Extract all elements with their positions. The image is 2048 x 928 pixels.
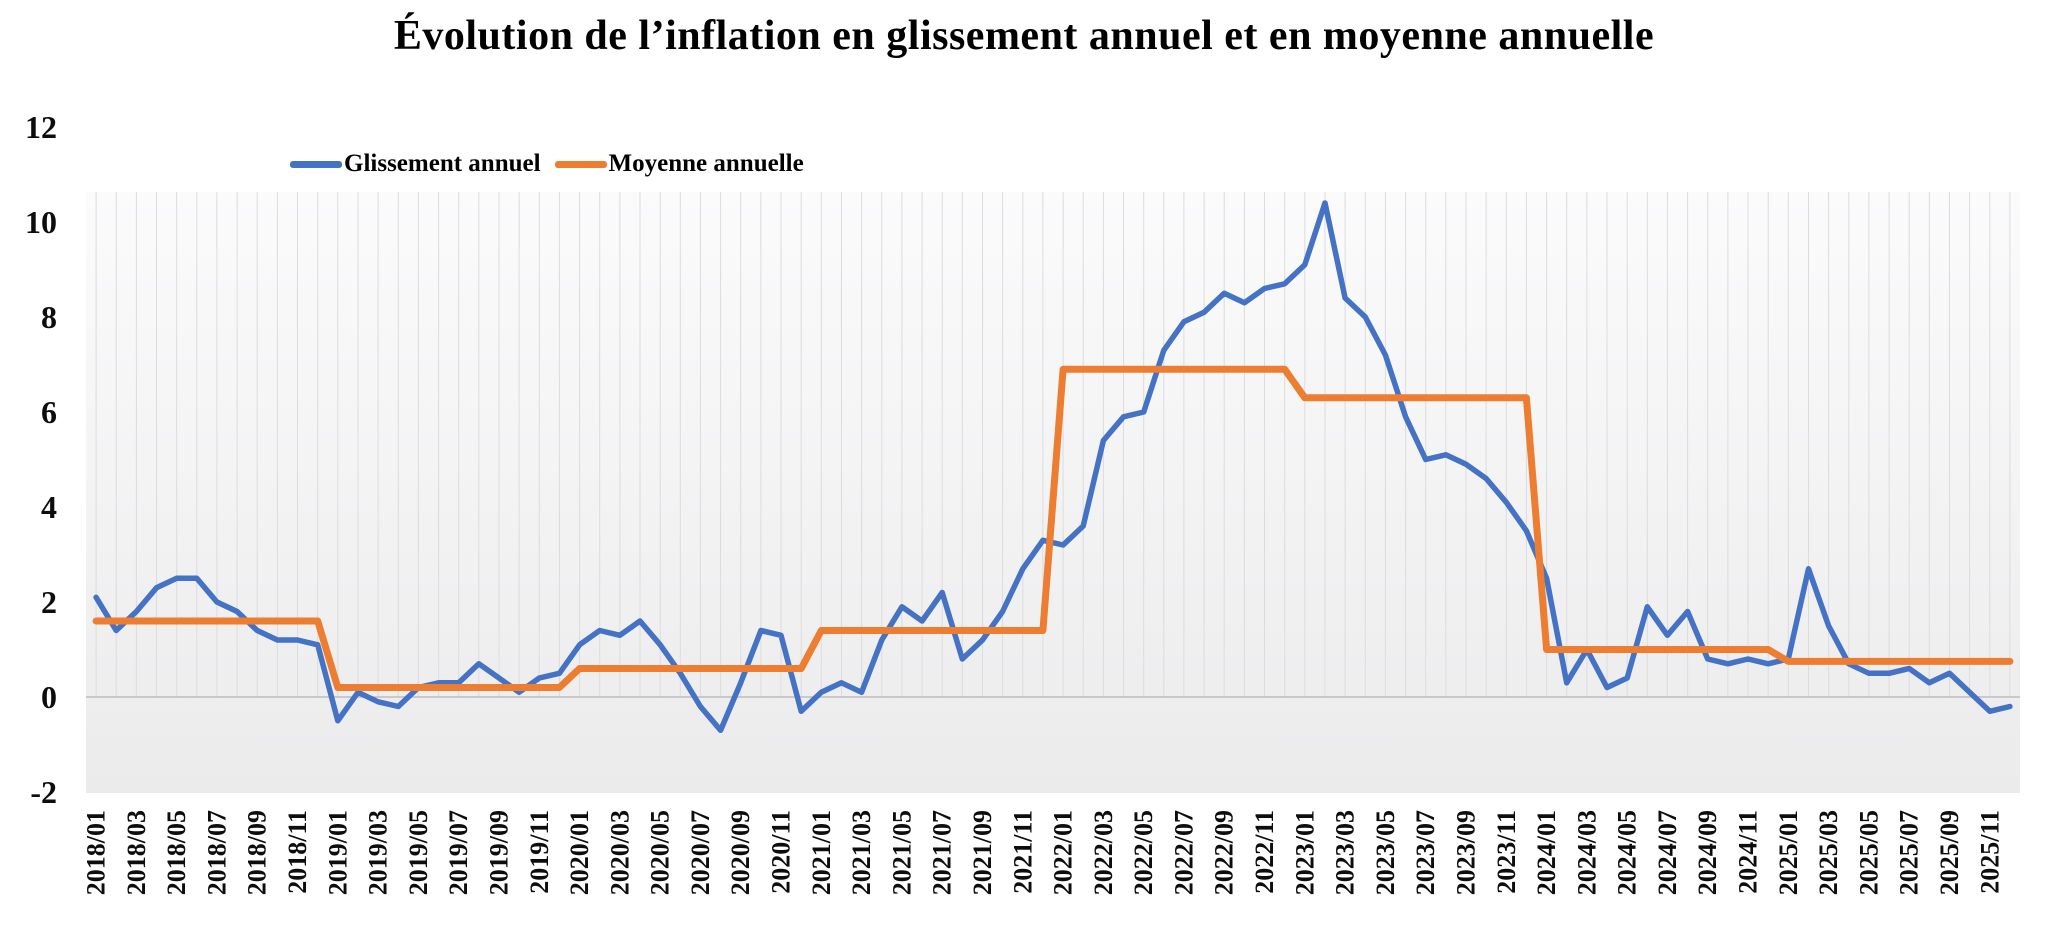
x-tick-label: 2019/11 (525, 810, 554, 894)
legend-item-moyenne-annuelle: Moyenne annuelle (554, 150, 804, 178)
x-tick-label: 2023/09 (1452, 810, 1481, 895)
y-tick-label: -2 (30, 774, 57, 810)
y-tick-label: 2 (41, 584, 57, 620)
moyenne-annuelle-line (92, 365, 2014, 691)
x-tick-label: 2023/11 (1492, 810, 1521, 894)
vertical-gridlines (95, 192, 2011, 697)
x-tick-label: 2023/05 (1371, 810, 1400, 895)
x-tick-label: 2021/03 (847, 810, 876, 895)
x-tick-label: 2024/11 (1734, 810, 1763, 894)
x-tick-label: 2020/11 (767, 810, 796, 894)
x-tick-label: 2025/07 (1895, 810, 1924, 895)
y-tick-label: 12 (25, 109, 57, 145)
y-tick-label: 0 (41, 679, 57, 715)
x-tick-label: 2025/09 (1935, 810, 1964, 895)
x-tick-label: 2024/03 (1572, 810, 1601, 895)
y-axis-labels: -2 0 2 4 6 8 10 12 (25, 109, 57, 810)
x-tick-label: 2025/11 (1975, 810, 2004, 894)
x-tick-label: 2018/01 (82, 810, 111, 895)
x-tick-label: 2021/11 (1008, 810, 1037, 894)
x-tick-label: 2022/01 (1049, 810, 1078, 895)
x-tick-label: 2024/01 (1532, 810, 1561, 895)
x-tick-label: 2019/09 (485, 810, 514, 895)
x-tick-label: 2018/11 (283, 810, 312, 894)
legend: Glissement annuel Moyenne annuelle (290, 150, 804, 178)
legend-line-swatch-orange-icon (554, 160, 607, 168)
x-tick-label: 2021/01 (807, 810, 836, 895)
x-tick-label: 2018/09 (243, 810, 272, 895)
legend-label-glissement-annuel: Glissement annuel (344, 150, 541, 177)
x-axis-labels: 2018/01 2018/03 2018/05 2018/07 2018/09 2018/… (82, 810, 2005, 895)
legend-line-swatch-blue-icon (290, 160, 342, 168)
x-tick-label: 2022/03 (1089, 810, 1118, 895)
x-tick-label: 2020/03 (605, 810, 634, 895)
x-tick-label: 2024/09 (1693, 810, 1722, 895)
x-tick-label: 2025/03 (1814, 810, 1843, 895)
x-tick-label: 2022/05 (1129, 810, 1158, 895)
x-tick-label: 2020/09 (726, 810, 755, 895)
x-tick-label: 2023/01 (1290, 810, 1319, 895)
x-tick-label: 2019/07 (444, 810, 473, 895)
x-tick-label: 2024/07 (1653, 810, 1682, 895)
x-tick-label: 2023/07 (1411, 810, 1440, 895)
legend-label-moyenne-annuelle: Moyenne annuelle (608, 150, 804, 177)
x-tick-label: 2023/03 (1331, 810, 1360, 895)
x-tick-label: 2020/07 (686, 810, 715, 895)
chart-title: Évolution de l’inflation en glissement a… (393, 13, 1655, 59)
x-tick-label: 2021/05 (887, 810, 916, 895)
x-tick-label: 2025/05 (1854, 810, 1883, 895)
y-tick-label: 10 (25, 204, 57, 240)
x-tick-label: 2019/05 (404, 810, 433, 895)
x-tick-label: 2024/05 (1613, 810, 1642, 895)
x-tick-label: 2019/01 (323, 810, 352, 895)
x-tick-label: 2018/07 (202, 810, 231, 895)
x-tick-label: 2025/01 (1774, 810, 1803, 895)
x-tick-label: 2018/05 (162, 810, 191, 895)
x-tick-label: 2020/01 (565, 810, 594, 895)
x-tick-label: 2018/03 (122, 810, 151, 895)
x-tick-label: 2022/09 (1210, 810, 1239, 895)
x-tick-label: 2020/05 (646, 810, 675, 895)
y-tick-label: 4 (41, 489, 57, 525)
x-tick-label: 2022/07 (1169, 810, 1198, 895)
x-tick-label: 2022/11 (1250, 810, 1279, 894)
y-tick-label: 8 (41, 299, 57, 335)
x-tick-label: 2021/07 (928, 810, 957, 895)
x-tick-label: 2021/09 (968, 810, 997, 895)
x-tick-label: 2019/03 (364, 810, 393, 895)
legend-item-glissement-annuel: Glissement annuel (290, 150, 541, 178)
y-tick-label: 6 (41, 394, 57, 430)
